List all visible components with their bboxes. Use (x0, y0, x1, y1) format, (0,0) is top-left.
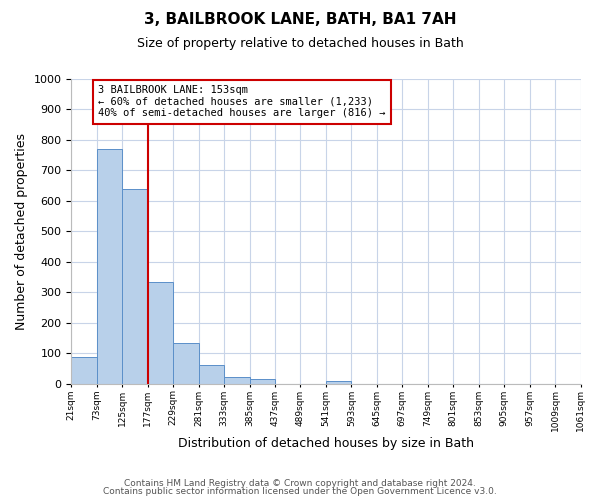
Bar (199, 366, 224, 384)
Bar (250, 378, 275, 384)
Bar (97, 149, 122, 384)
Text: Contains public sector information licensed under the Open Government Licence v3: Contains public sector information licen… (103, 487, 497, 496)
Text: 3 BAILBROOK LANE: 153sqm
← 60% of detached houses are smaller (1,233)
40% of sem: 3 BAILBROOK LANE: 153sqm ← 60% of detach… (98, 85, 386, 118)
Bar (71, 357, 97, 384)
Text: 3, BAILBROOK LANE, BATH, BA1 7AH: 3, BAILBROOK LANE, BATH, BA1 7AH (144, 12, 456, 28)
Bar (173, 343, 199, 384)
Bar (148, 282, 173, 384)
Text: Contains HM Land Registry data © Crown copyright and database right 2024.: Contains HM Land Registry data © Crown c… (124, 478, 476, 488)
Bar (122, 188, 148, 384)
Bar (224, 377, 250, 384)
X-axis label: Distribution of detached houses by size in Bath: Distribution of detached houses by size … (178, 437, 474, 450)
Text: Size of property relative to detached houses in Bath: Size of property relative to detached ho… (137, 38, 463, 51)
Y-axis label: Number of detached properties: Number of detached properties (15, 133, 28, 330)
Bar (326, 380, 352, 384)
